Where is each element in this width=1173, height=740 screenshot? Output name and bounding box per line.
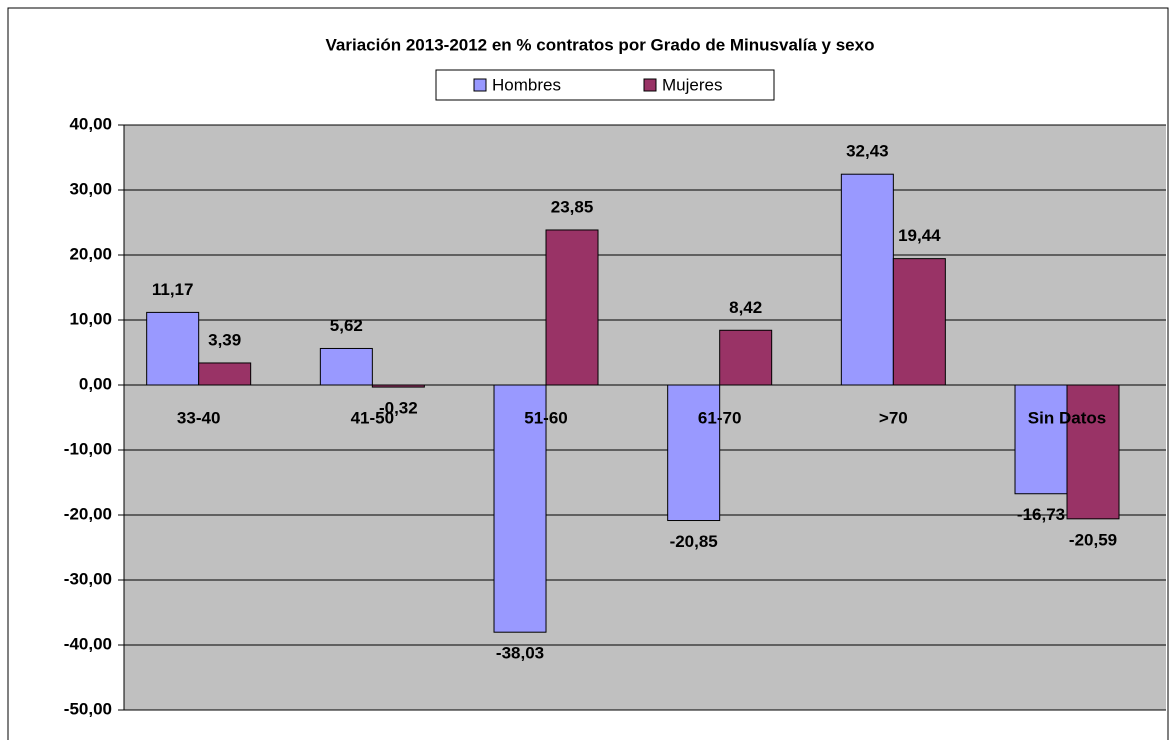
legend-swatch (643, 78, 657, 92)
value-label: -20,85 (670, 532, 718, 551)
value-label: 5,62 (330, 316, 363, 335)
bar (198, 362, 252, 386)
bar (319, 347, 373, 386)
value-label: 32,43 (846, 142, 889, 161)
bar (840, 173, 894, 386)
chart-title: Variación 2013-2012 en % contratos por G… (326, 35, 875, 54)
x-tick-label: Sin Datos (1028, 408, 1106, 427)
x-tick-label: 61-70 (698, 408, 741, 427)
bar (545, 229, 599, 386)
bar (1014, 384, 1068, 495)
bar (493, 384, 547, 633)
value-label: 3,39 (208, 330, 241, 349)
x-tick-label: 41-50 (351, 408, 394, 427)
y-tick-label: -50,00 (64, 699, 112, 718)
bar (667, 384, 721, 522)
value-label: 11,17 (152, 280, 194, 299)
bar (719, 329, 773, 386)
bar (892, 258, 946, 386)
value-label: -16,73 (1017, 505, 1065, 524)
value-label: -20,59 (1069, 530, 1117, 549)
x-tick-label: >70 (879, 408, 908, 427)
value-label: 8,42 (729, 298, 762, 317)
y-tick-label: 0,00 (79, 374, 112, 393)
y-tick-label: -20,00 (64, 504, 112, 523)
y-tick-label: 20,00 (69, 244, 112, 263)
plot-area (124, 125, 1166, 710)
y-tick-label: -10,00 (64, 439, 112, 458)
y-tick-label: -30,00 (64, 569, 112, 588)
value-label: -38,03 (496, 644, 544, 663)
legend-label: Mujeres (662, 75, 722, 94)
y-tick-label: 40,00 (69, 114, 112, 133)
y-tick-label: -40,00 (64, 634, 112, 653)
legend (435, 69, 775, 101)
y-tick-label: 10,00 (69, 309, 112, 328)
value-label: -0,32 (379, 399, 418, 418)
x-tick-label: 51-60 (524, 408, 567, 427)
bar (371, 384, 425, 388)
legend-swatch (473, 78, 487, 92)
y-tick-label: 30,00 (69, 179, 112, 198)
value-label: 19,44 (898, 226, 941, 245)
value-label: 23,85 (551, 197, 594, 216)
bar (146, 311, 200, 386)
legend-label: Hombres (492, 75, 561, 94)
bar (1066, 384, 1120, 520)
x-tick-label: 33-40 (177, 408, 220, 427)
